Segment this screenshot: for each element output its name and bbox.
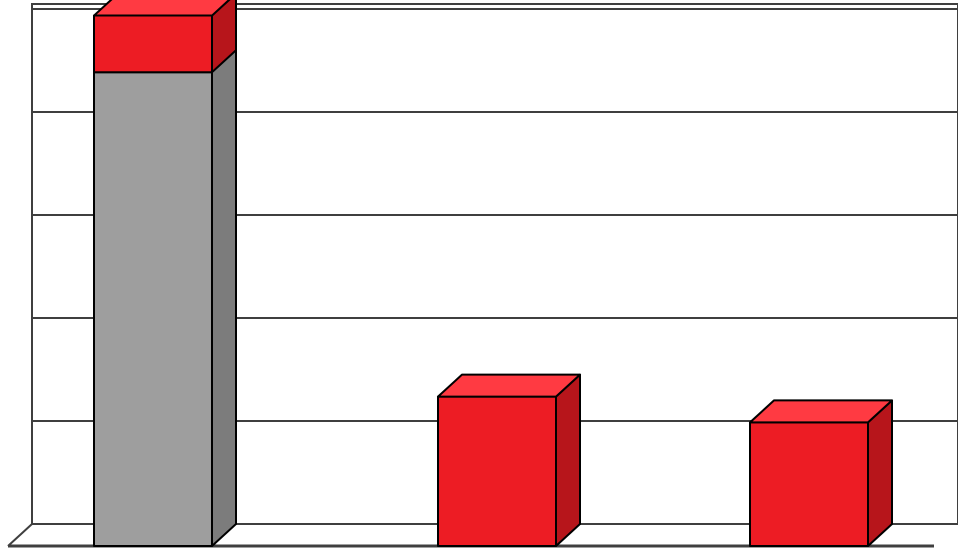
bar-chart-3d	[0, 0, 958, 552]
chart-svg	[0, 0, 958, 552]
